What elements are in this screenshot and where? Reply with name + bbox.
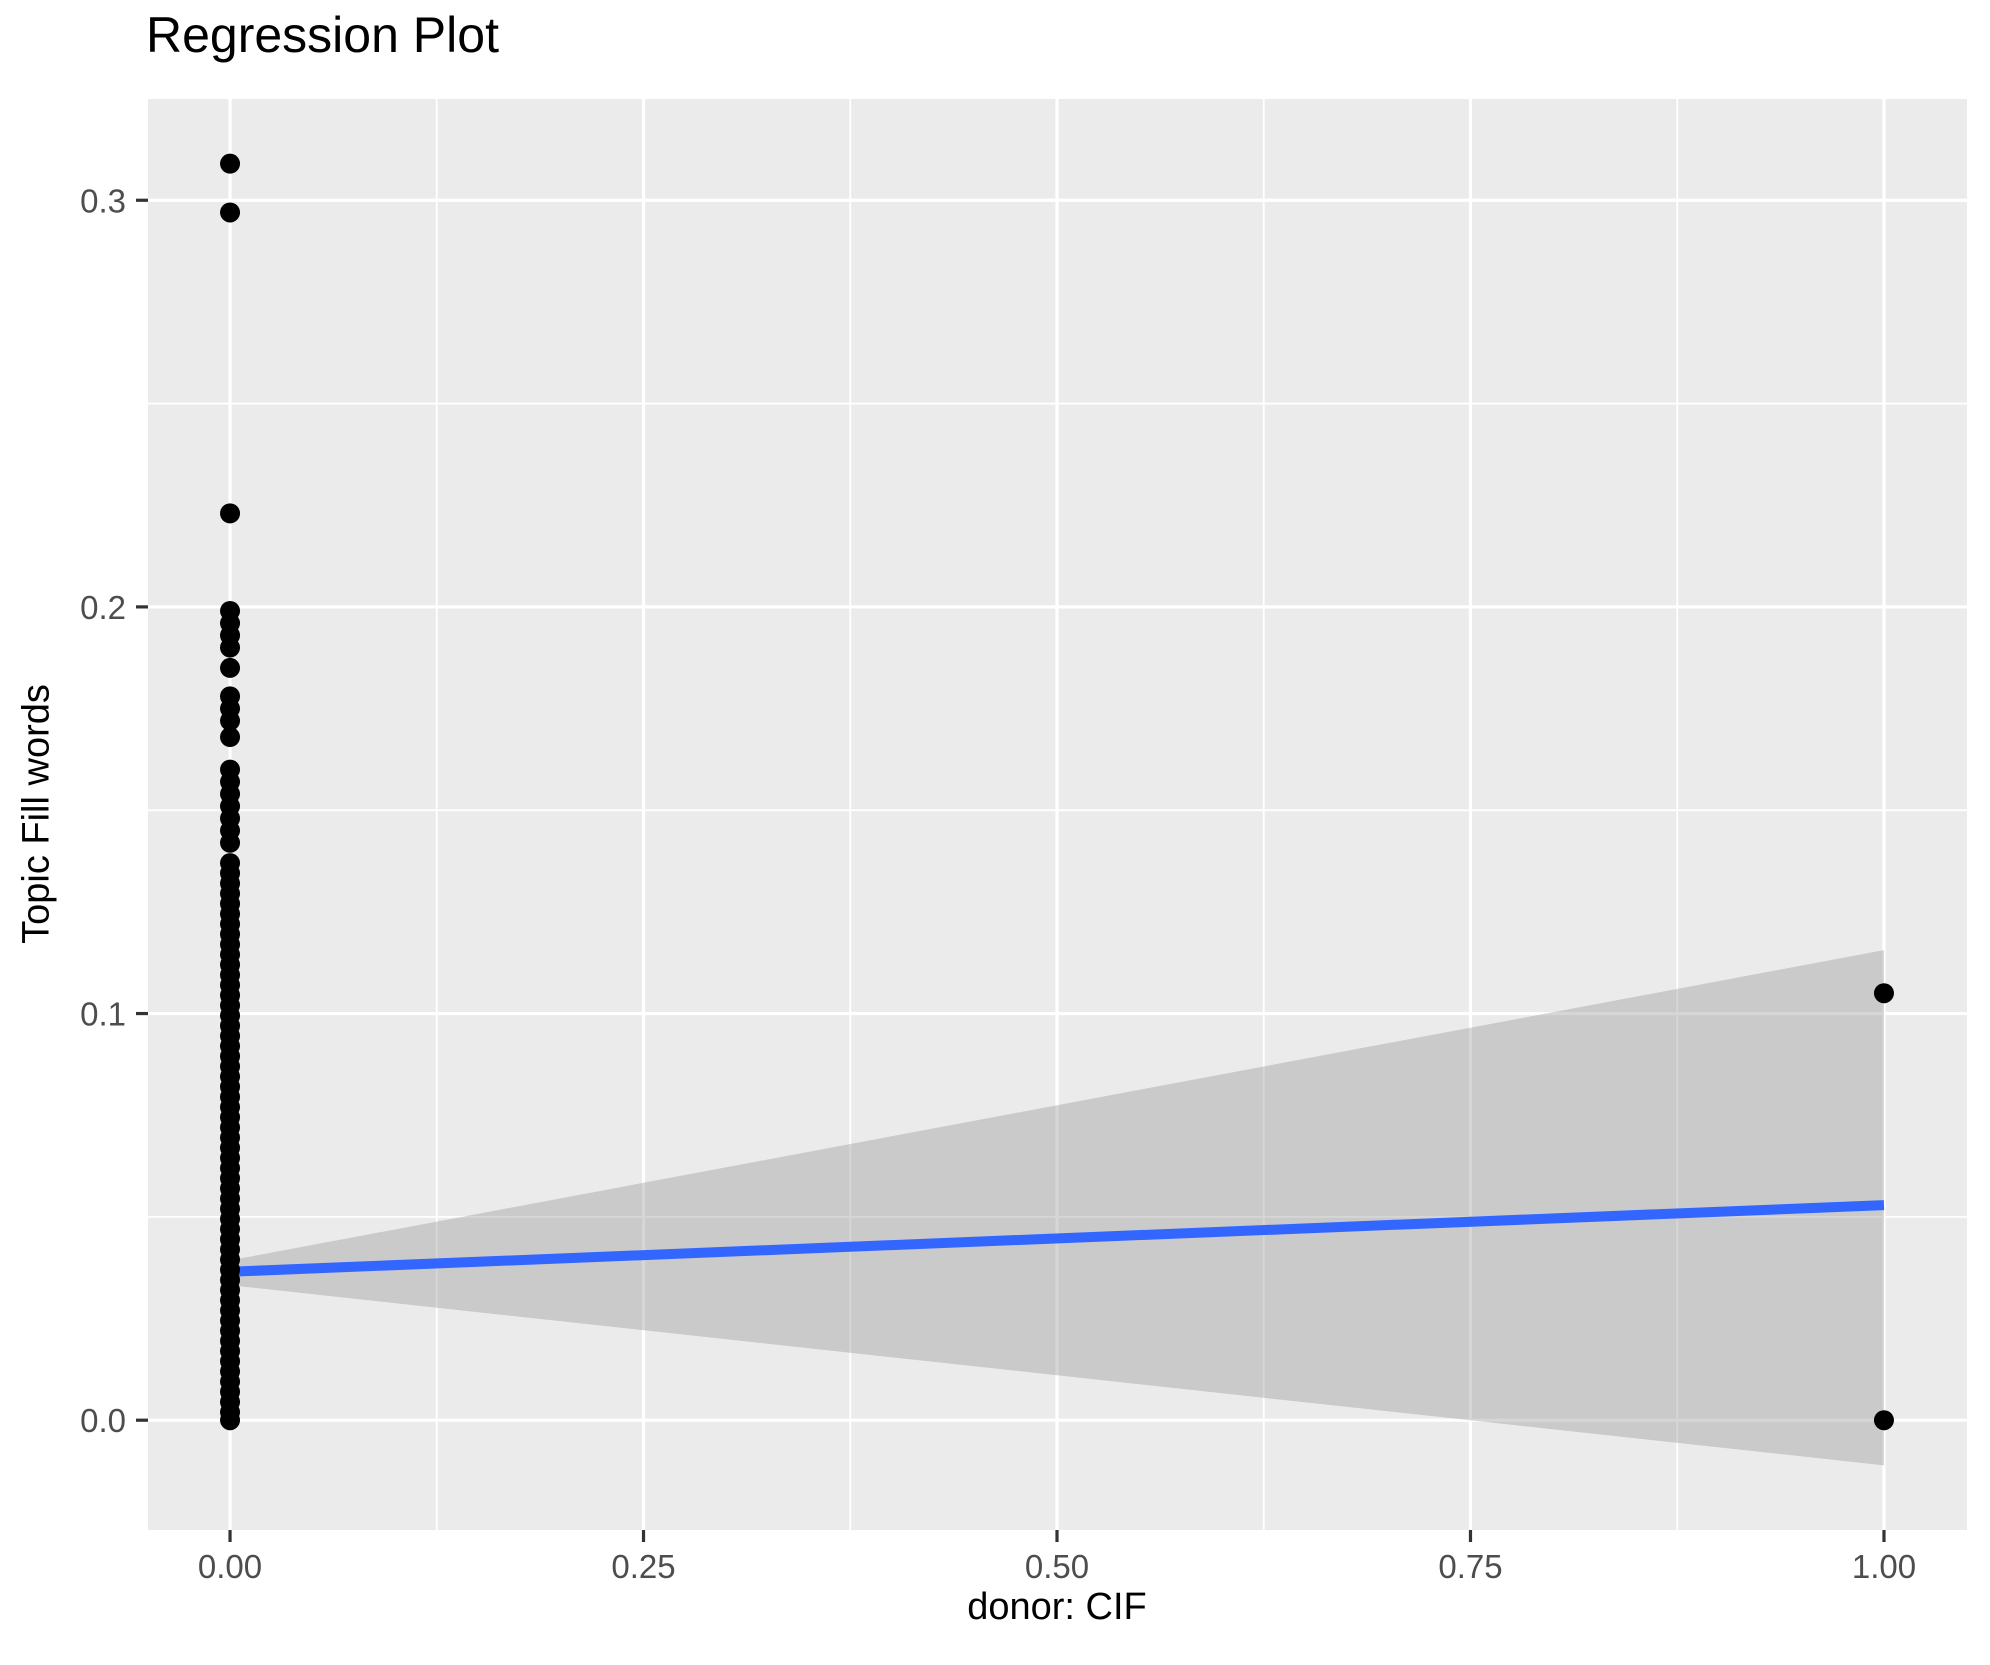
confidence-band — [230, 950, 1884, 1466]
x-tick-label: 0.25 — [611, 1548, 675, 1585]
y-tick-label: 0.1 — [80, 996, 126, 1033]
y-axis-title: Topic Fill words — [15, 684, 58, 944]
data-point — [220, 657, 241, 678]
data-point — [220, 727, 241, 748]
data-point — [1873, 983, 1894, 1004]
data-point — [220, 637, 241, 658]
data-point — [220, 710, 241, 731]
plot-title: Regression Plot — [146, 7, 499, 63]
data-point — [220, 503, 241, 524]
x-tick-label: 1.00 — [1852, 1548, 1916, 1585]
x-tick-label: 0.75 — [1438, 1548, 1502, 1585]
y-tick-label: 0.3 — [80, 182, 126, 219]
y-tick-label: 0.2 — [80, 589, 126, 626]
regression-line — [229, 1200, 1885, 1277]
data-point — [220, 202, 241, 223]
data-point — [1873, 1410, 1894, 1431]
x-tick-label: 0.50 — [1025, 1548, 1089, 1585]
x-tick-label: 0.00 — [198, 1548, 262, 1585]
x-axis-title: donor: CIF — [967, 1586, 1147, 1628]
data-point — [220, 153, 241, 174]
y-tick-label: 0.0 — [80, 1402, 126, 1439]
data-point — [220, 1410, 241, 1431]
data-point — [220, 832, 241, 853]
